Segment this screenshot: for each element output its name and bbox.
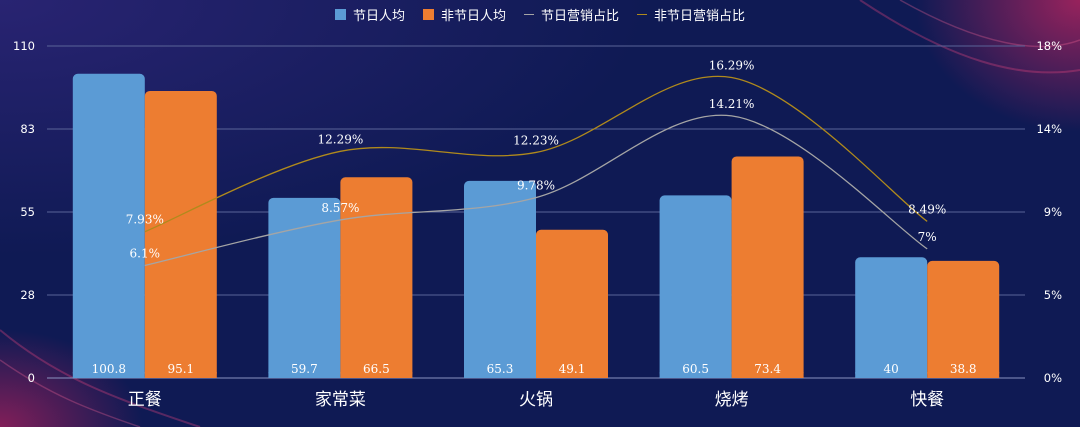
bar (464, 180, 536, 378)
bar-value-label: 66.5 (363, 362, 390, 376)
legend-item-festival-avg[interactable]: 节日人均 (334, 5, 405, 24)
right-axis-tick-label: 0% (1044, 371, 1062, 385)
legend-label-nonfestival-avg: 非节日人均 (440, 9, 506, 24)
bar-base (72, 372, 145, 378)
legend-line-nonfestival-share (637, 14, 648, 15)
axes: 0 0% 28 5% 55 9% 83 14% 110 18% 正餐 家常菜 火锅 烧烤 快餐 (13, 39, 1062, 410)
line-value-label: 7.93% (126, 213, 164, 227)
right-axis-tick-label: 14% (1036, 122, 1062, 136)
legend-label-festival-avg: 节日人均 (352, 9, 405, 24)
right-axis-tick-label: 18% (1036, 39, 1062, 53)
line-value-label: 8.49% (908, 202, 946, 216)
data-labels: 100.8 59.7 65.3 60.5 40 95.1 66.5 49.1 73.4 38.8 6… (92, 59, 977, 376)
bar-value-label: 65.3 (487, 362, 514, 376)
bar-value-label: 95.1 (167, 362, 194, 376)
right-axis-tick-label: 5% (1044, 288, 1062, 302)
legend-item-nonfestival-avg[interactable]: 非节日人均 (422, 5, 506, 24)
line-value-label: 16.29% (709, 59, 755, 73)
bar-base (144, 372, 217, 378)
line-value-label: 8.57% (321, 201, 359, 215)
bar (340, 177, 413, 378)
legend-line-festival-share (524, 14, 534, 15)
bar-base (464, 372, 536, 378)
series-line (144, 75, 928, 233)
bar (659, 195, 732, 378)
bar (731, 156, 804, 378)
legend-label-festival-share: 节日营销占比 (541, 9, 620, 24)
bar-value-label: 49.1 (559, 362, 586, 376)
bar-value-label: 60.5 (682, 362, 709, 376)
bar-value-label: 40 (884, 362, 899, 376)
bar-value-label: 38.8 (950, 362, 977, 376)
lines (144, 75, 928, 267)
bar-base (536, 372, 608, 378)
line-value-label: 12.29% (318, 132, 364, 146)
legend-swatch-nonfestival-avg (422, 9, 434, 20)
legend-label-nonfestival-share: 非节日营销占比 (654, 9, 746, 24)
legend-item-festival-share[interactable]: 节日营销占比 (524, 5, 619, 24)
bar-value-label: 59.7 (291, 362, 318, 376)
legend-swatch-festival-avg (334, 9, 346, 20)
bar (536, 229, 608, 378)
line-value-label: 6.1% (130, 246, 161, 260)
category-label: 火锅 (519, 390, 553, 410)
left-axis-tick-label: 110 (13, 39, 35, 53)
bar (927, 260, 1000, 378)
bar (268, 197, 341, 378)
bar-value-label: 73.4 (754, 362, 781, 376)
line-value-label: 12.23% (513, 133, 559, 147)
left-axis-tick-label: 28 (20, 288, 35, 302)
bar (72, 73, 145, 378)
left-axis-tick-label: 55 (20, 205, 35, 219)
bar (144, 90, 217, 378)
bar-base (855, 372, 928, 378)
bar-base (268, 372, 341, 378)
bar-base (731, 372, 804, 378)
line-value-label: 9.78% (517, 179, 555, 193)
category-label: 正餐 (128, 390, 162, 410)
right-axis-tick-label: 9% (1044, 205, 1062, 219)
left-axis-tick-label: 83 (20, 122, 35, 136)
bar-base (927, 372, 1000, 378)
line-value-label: 7% (918, 230, 937, 244)
bar (855, 257, 928, 378)
left-axis-tick-label: 0 (28, 371, 35, 385)
bars (72, 73, 1000, 378)
series-line (144, 114, 928, 267)
chart-legend: 节日人均 非节日人均 节日营销占比 非节日营销占比 (0, 5, 1080, 24)
bar-base (659, 372, 732, 378)
bar-value-label: 100.8 (92, 362, 126, 376)
category-label: 快餐 (910, 390, 944, 410)
bar-base (340, 372, 413, 378)
line-value-label: 14.21% (709, 97, 755, 111)
category-label: 烧烤 (715, 390, 749, 410)
legend-item-nonfestival-share[interactable]: 非节日营销占比 (637, 5, 745, 24)
category-label: 家常菜 (315, 390, 366, 410)
